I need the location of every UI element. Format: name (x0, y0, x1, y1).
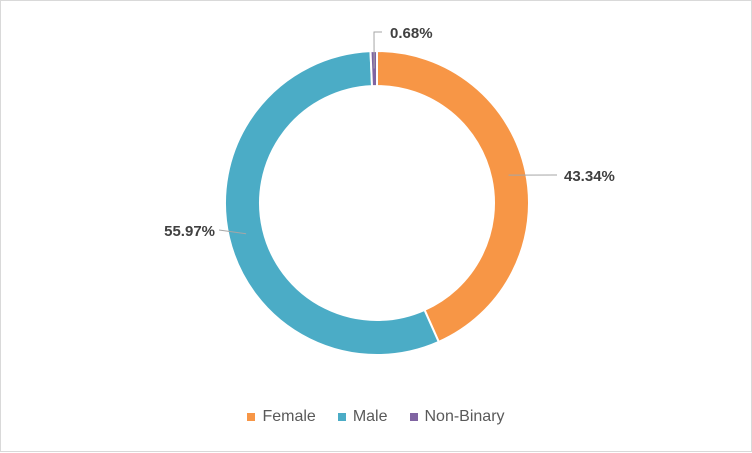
legend-label-male: Male (353, 408, 388, 426)
legend-label-non-binary: Non-Binary (425, 408, 505, 426)
legend-swatch-non-binary (410, 413, 418, 421)
legend-swatch-male (338, 413, 346, 421)
data-label-non-binary: 0.68% (390, 25, 433, 42)
legend-swatch-female (247, 413, 255, 421)
legend-item-male: Male (338, 408, 388, 426)
legend-label-female: Female (262, 408, 315, 426)
legend-item-non-binary: Non-Binary (410, 408, 505, 426)
data-label-male: 55.97% (164, 223, 215, 240)
slice-male (225, 51, 439, 355)
legend: Female Male Non-Binary (0, 408, 752, 426)
legend-item-female: Female (247, 408, 315, 426)
slice-female (377, 51, 529, 342)
data-label-female: 43.34% (564, 168, 615, 185)
